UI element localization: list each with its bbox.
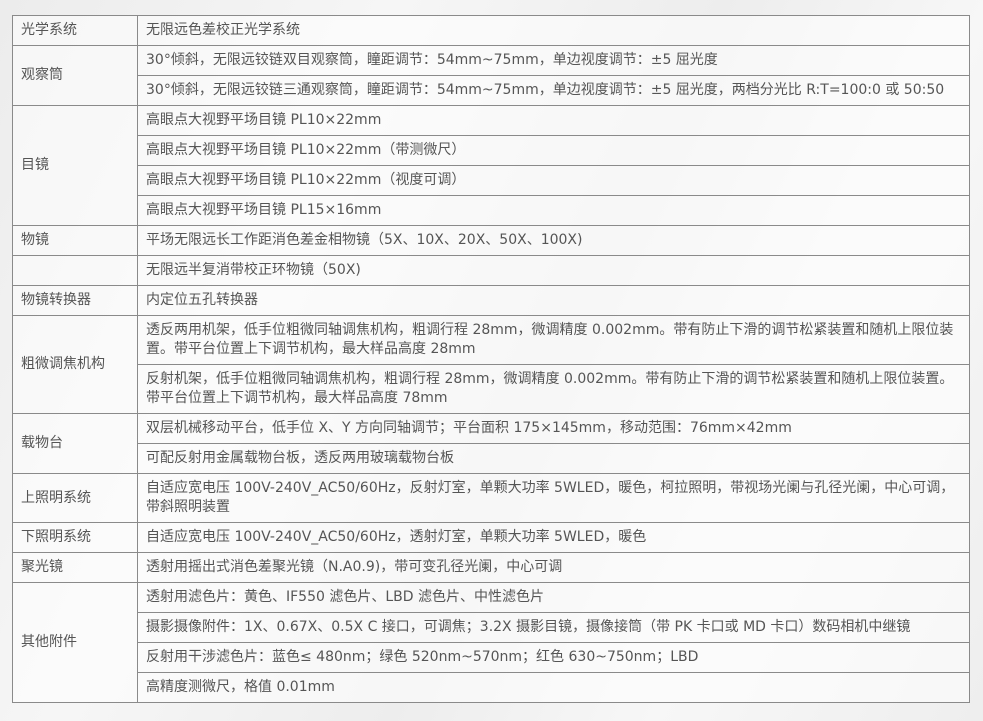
- spec-value: 反射用干涉滤色片：蓝色≤ 480nm；绿色 520nm~570nm；红色 630…: [137, 642, 970, 673]
- spec-value: 透反两用机架，低手位粗微同轴调焦机构，粗调行程 28mm，微调精度 0.002m…: [137, 315, 970, 365]
- spec-label: 下照明系统: [12, 522, 138, 553]
- table-row: 上照明系统 自适应宽电压 100V-240V_AC50/60Hz，反射灯室，单颗大…: [12, 473, 970, 523]
- spec-value: 无限远半复消带校正环物镜（50X): [137, 255, 970, 286]
- spec-value: 30°倾斜，无限远铰链双目观察筒，瞳距调节：54mm~75mm，单边视度调节：±…: [137, 45, 970, 76]
- table-row: 其他附件 透射用滤色片：黄色、IF550 滤色片、LBD 滤色片、中性滤色片: [12, 582, 970, 703]
- spec-value: 透射用摇出式消色差聚光镜（N.A0.9)，带可变孔径光阑，中心可调: [137, 552, 970, 583]
- spec-value: 高眼点大视野平场目镜 PL15×16mm: [137, 195, 970, 226]
- spec-value: 高眼点大视野平场目镜 PL10×22mm（视度可调）: [137, 165, 970, 196]
- table-row: 聚光镜 透射用摇出式消色差聚光镜（N.A0.9)，带可变孔径光阑，中心可调: [12, 552, 970, 583]
- spec-label: 上照明系统: [12, 473, 138, 523]
- spec-value: 双层机械移动平台，低手位 X、Y 方向同轴调节；平台面积 175×145mm，移…: [137, 413, 970, 444]
- table-row: 无限远半复消带校正环物镜（50X): [12, 255, 970, 286]
- spec-value: 高眼点大视野平场目镜 PL10×22mm: [137, 105, 970, 136]
- spec-value: 可配反射用金属载物台板，透反两用玻璃载物台板: [137, 443, 970, 474]
- table-row: 粗微调焦机构 透反两用机架，低手位粗微同轴调焦机构，粗调行程 28mm，微调精度 …: [12, 315, 970, 414]
- spec-label: 载物台: [12, 413, 138, 474]
- spec-label: 物镜: [12, 225, 138, 256]
- spec-label: 其他附件: [12, 582, 138, 703]
- spec-label: 目镜: [12, 105, 138, 226]
- table-row: 反射机架，低手位粗微同轴调焦机构，粗调行程 28mm，微调精度 0.002mm。…: [13, 364, 970, 414]
- table-row: 反射用干涉滤色片：蓝色≤ 480nm；绿色 520nm~570nm；红色 630…: [13, 642, 970, 673]
- table-row: 可配反射用金属载物台板，透反两用玻璃载物台板: [13, 443, 970, 474]
- table-row: 高精度测微尺，格值 0.01mm: [13, 672, 970, 703]
- spec-value: 自适应宽电压 100V-240V_AC50/60Hz，反射灯室，单颗大功率 5W…: [137, 473, 970, 523]
- spec-label: 粗微调焦机构: [12, 315, 138, 414]
- spec-label: 物镜转换器: [12, 285, 138, 316]
- spec-value: 平场无限远长工作距消色差金相物镜（5X、10X、20X、50X、100X): [137, 225, 970, 256]
- table-row: 下照明系统 自适应宽电压 100V-240V_AC50/60Hz，透射灯室，单颗大…: [12, 522, 970, 553]
- table-row: 目镜 高眼点大视野平场目镜 PL10×22mm: [12, 105, 970, 226]
- spec-table: 光学系统 无限远色差校正光学系统 观察筒 30°倾斜，无限远铰链双目观察筒，瞳距调节：…: [12, 15, 970, 703]
- table-row: 物镜转换器 内定位五孔转换器: [12, 285, 970, 316]
- table-row: 摄影摄像附件：1X、0.67X、0.5X C 接口，可调焦；3.2X 摄影目镜，…: [13, 612, 970, 643]
- spec-value: 内定位五孔转换器: [137, 285, 970, 316]
- spec-value: 高精度测微尺，格值 0.01mm: [137, 672, 970, 703]
- table-row: 高眼点大视野平场目镜 PL10×22mm（带测微尺）: [13, 135, 970, 166]
- spec-label: 观察筒: [12, 45, 138, 106]
- spec-value: 高眼点大视野平场目镜 PL10×22mm（带测微尺）: [137, 135, 970, 166]
- table-row: 载物台 双层机械移动平台，低手位 X、Y 方向同轴调节；平台面积 175×145m…: [12, 413, 970, 474]
- spec-value: 透射用滤色片：黄色、IF550 滤色片、LBD 滤色片、中性滤色片: [137, 582, 970, 613]
- spec-value: 30°倾斜，无限远铰链三通观察筒，瞳距调节：54mm~75mm，单边视度调节：±…: [137, 75, 970, 106]
- table-row: 物镜 平场无限远长工作距消色差金相物镜（5X、10X、20X、50X、100X): [12, 225, 970, 256]
- spec-value: 无限远色差校正光学系统: [137, 15, 970, 46]
- spec-label: 光学系统: [12, 15, 138, 46]
- table-row: 高眼点大视野平场目镜 PL10×22mm（视度可调）: [13, 165, 970, 196]
- table-row: 观察筒 30°倾斜，无限远铰链双目观察筒，瞳距调节：54mm~75mm，单边视度调…: [12, 45, 970, 106]
- spec-value: 摄影摄像附件：1X、0.67X、0.5X C 接口，可调焦；3.2X 摄影目镜，…: [137, 612, 970, 643]
- table-row: 高眼点大视野平场目镜 PL15×16mm: [13, 195, 970, 226]
- spec-value: 自适应宽电压 100V-240V_AC50/60Hz，透射灯室，单颗大功率 5W…: [137, 522, 970, 553]
- table-row: 光学系统 无限远色差校正光学系统: [12, 15, 970, 46]
- spec-label: 聚光镜: [12, 552, 138, 583]
- spec-value: 反射机架，低手位粗微同轴调焦机构，粗调行程 28mm，微调精度 0.002mm。…: [137, 364, 970, 414]
- spec-label: [12, 255, 138, 286]
- table-row: 30°倾斜，无限远铰链三通观察筒，瞳距调节：54mm~75mm，单边视度调节：±…: [13, 75, 970, 106]
